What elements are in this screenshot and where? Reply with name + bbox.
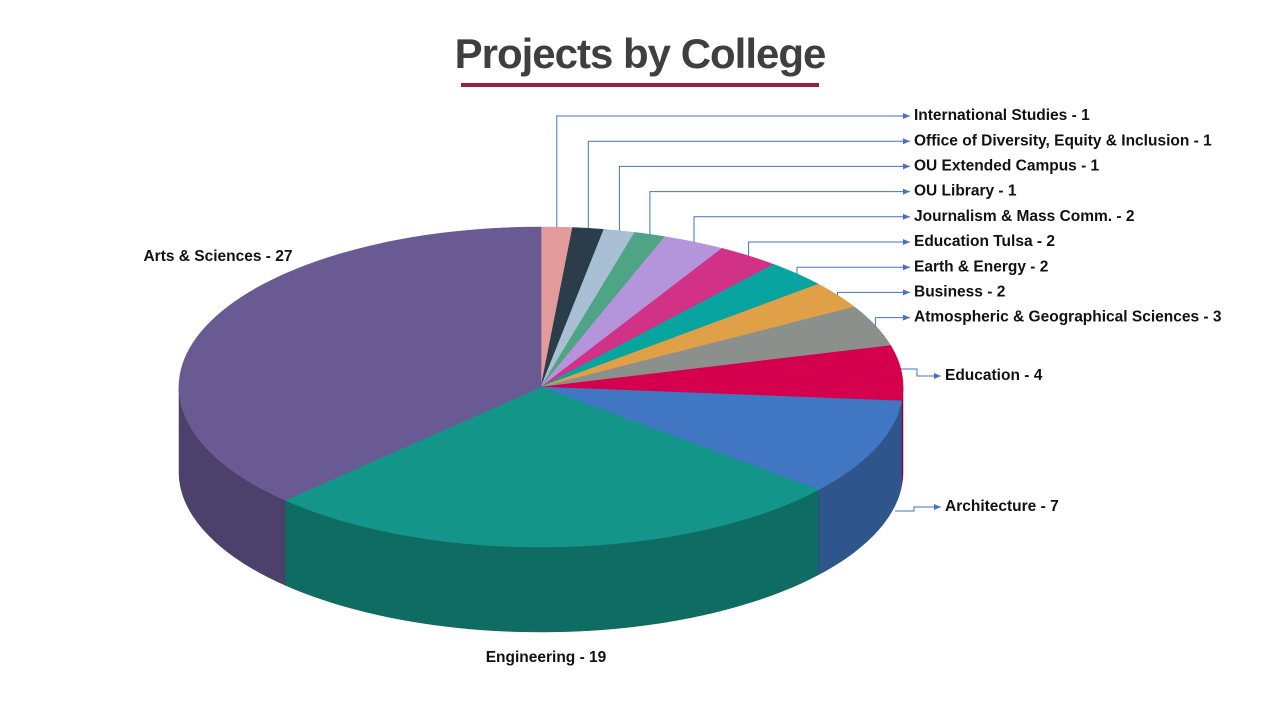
slice-label-ou-extended-campus: OU Extended Campus - 1 [914,157,1100,174]
leader-line-office-of-diversity-equity-and-inclusion [587,138,910,229]
slice-engineering [284,386,820,548]
leader-lines [556,113,941,512]
pie-top [178,226,904,548]
slice-label-earth-and-energy: Earth & Energy - 2 [914,258,1048,275]
chart-title: Projects by College [454,30,827,77]
slice-label-ou-library: OU Library - 1 [914,183,1017,200]
leader-line-ou-library [649,188,910,235]
slice-architecture [540,386,902,491]
slice-label-architecture: Architecture - 7 [945,498,1059,515]
leader-line-education [901,368,941,379]
leader-line-architecture [895,504,941,512]
slice-label-arts-and-sciences: Arts & Sciences - 27 [143,248,292,265]
slice-label-business: Business - 2 [914,283,1005,300]
leader-line-earth-and-energy [796,264,910,274]
slice-arts-and-sciences [178,226,542,501]
slice-label-engineering: Engineering - 19 [486,649,607,666]
title-underline [461,83,819,87]
leader-line-ou-extended-campus [618,163,910,231]
slice-label-education: Education - 4 [945,367,1043,384]
slice-label-journalism-and-mass-comm: Journalism & Mass Comm. - 2 [914,208,1135,225]
slice-label-education-tulsa: Education Tulsa - 2 [914,233,1055,250]
pie-sides [178,387,904,633]
slice-label-atmospheric-and-geographical-sciences: Atmospheric & Geographical Sciences - 3 [914,309,1222,326]
leader-line-atmospheric-and-geographical-sciences [874,314,910,326]
slice-label-office-of-diversity-equity-and-inclusion: Office of Diversity, Equity & Inclusion … [914,132,1212,149]
leader-line-international-studies [556,113,910,228]
leader-line-journalism-and-mass-comm [693,213,910,242]
slice-labels: International Studies - 1 Office of Diver… [143,107,1221,666]
leader-line-business [837,289,910,296]
leader-line-education-tulsa [748,239,910,256]
slice-label-international-studies: International Studies - 1 [914,107,1090,124]
